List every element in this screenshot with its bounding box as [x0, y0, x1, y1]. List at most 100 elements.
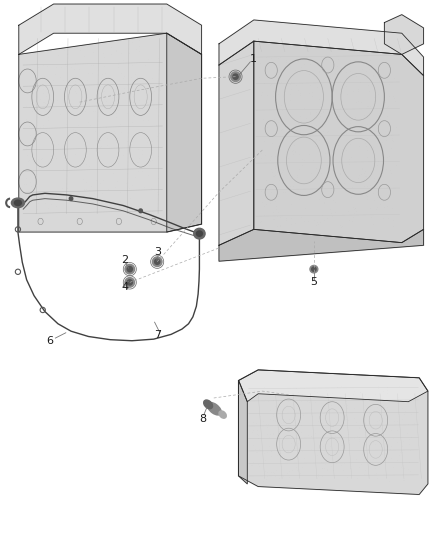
Point: [364, 195, 371, 203]
Point: [64, 154, 71, 162]
Point: [361, 428, 368, 437]
Point: [278, 78, 285, 86]
Point: [255, 445, 262, 453]
Point: [317, 169, 324, 177]
Point: [39, 123, 46, 132]
Point: [250, 418, 257, 427]
Point: [271, 115, 278, 123]
Point: [148, 95, 155, 104]
Point: [322, 386, 329, 395]
Point: [315, 68, 322, 77]
Point: [138, 150, 145, 158]
Point: [120, 74, 127, 82]
Point: [348, 217, 355, 225]
Point: [141, 131, 148, 139]
Point: [124, 137, 131, 146]
Point: [358, 397, 365, 406]
Point: [315, 410, 322, 418]
Point: [281, 188, 288, 197]
Point: [268, 468, 275, 477]
Point: [321, 54, 328, 62]
Point: [284, 397, 291, 406]
Point: [375, 427, 382, 435]
Point: [307, 431, 314, 440]
Point: [129, 79, 136, 87]
Point: [374, 202, 381, 211]
Point: [57, 85, 64, 93]
Point: [279, 472, 286, 480]
Point: [346, 67, 353, 75]
Point: [385, 102, 392, 110]
Point: [92, 176, 99, 184]
Point: [42, 92, 49, 101]
Point: [81, 185, 88, 194]
Point: [344, 172, 351, 180]
Point: [365, 403, 372, 411]
Point: [322, 404, 329, 413]
Point: [353, 207, 360, 215]
Point: [27, 125, 34, 133]
Point: [132, 45, 139, 53]
Point: [385, 117, 392, 126]
Point: [268, 165, 275, 174]
Point: [384, 385, 391, 394]
Point: [388, 204, 395, 212]
Point: [334, 383, 341, 391]
Point: [279, 125, 286, 133]
Point: [297, 397, 304, 405]
Point: [148, 156, 155, 164]
Point: [360, 174, 367, 183]
Point: [76, 45, 83, 54]
Point: [337, 103, 344, 112]
Point: [31, 99, 38, 108]
Point: [248, 427, 255, 436]
Ellipse shape: [11, 198, 25, 208]
Point: [312, 135, 319, 144]
Point: [278, 415, 285, 423]
Point: [155, 152, 162, 160]
Point: [347, 119, 354, 127]
Point: [297, 213, 304, 222]
Point: [356, 123, 363, 132]
Point: [21, 118, 28, 127]
Point: [27, 150, 34, 158]
Point: [85, 117, 92, 126]
Point: [278, 101, 285, 109]
Point: [309, 56, 316, 64]
Ellipse shape: [310, 265, 318, 273]
Point: [263, 430, 270, 439]
Point: [99, 189, 106, 197]
Point: [299, 160, 306, 169]
Point: [404, 419, 411, 428]
Point: [301, 156, 308, 164]
Point: [324, 465, 331, 474]
Point: [152, 120, 159, 129]
Point: [363, 182, 370, 190]
Point: [286, 96, 293, 104]
Point: [262, 70, 269, 79]
Point: [370, 72, 377, 80]
Ellipse shape: [155, 259, 160, 264]
Point: [73, 89, 80, 98]
Point: [264, 447, 271, 456]
Point: [356, 424, 363, 433]
Point: [333, 181, 340, 190]
Point: [271, 402, 278, 410]
Point: [381, 98, 388, 106]
Point: [120, 84, 127, 92]
Point: [379, 214, 386, 222]
Text: 3: 3: [155, 247, 162, 257]
Point: [51, 152, 58, 160]
Point: [385, 65, 392, 74]
Point: [78, 200, 85, 209]
Point: [320, 198, 327, 206]
Point: [285, 467, 292, 475]
Point: [318, 464, 325, 472]
Point: [378, 424, 385, 432]
Point: [329, 60, 336, 68]
Point: [344, 473, 351, 482]
Point: [62, 59, 69, 68]
Ellipse shape: [204, 400, 212, 409]
Point: [363, 171, 370, 180]
Point: [121, 72, 128, 80]
